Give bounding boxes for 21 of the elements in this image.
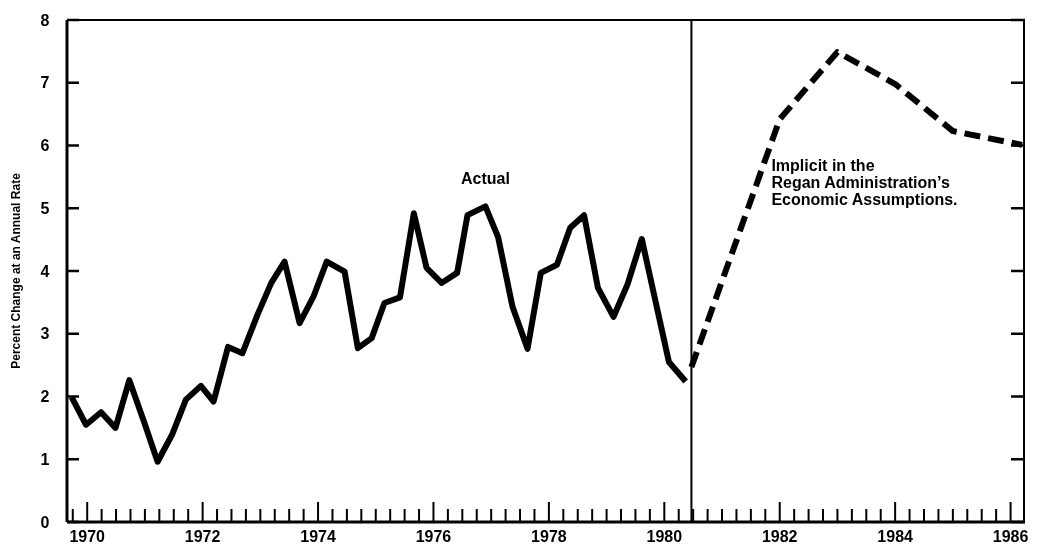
annotation: Actual: [460, 170, 510, 188]
y-tick-label: 1: [40, 450, 50, 468]
x-tick-label: 1978: [531, 528, 567, 545]
y-tick-label: 0: [40, 513, 50, 531]
y-tick-label: 7: [40, 74, 50, 92]
y-tick-label: 5: [40, 199, 50, 217]
x-tick-label: 1974: [300, 528, 336, 545]
x-tick-label: 1984: [877, 528, 914, 545]
x-tick-label: 1980: [646, 528, 683, 545]
x-tick-label: 1976: [415, 528, 452, 545]
x-tick-label: 1986: [992, 528, 1029, 545]
x-tick-label: 1982: [761, 528, 798, 545]
y-tick-label: 3: [40, 325, 50, 343]
y-tick-label: 2: [40, 388, 50, 406]
y-tick-label: 4: [40, 262, 50, 280]
y-tick-label: 6: [40, 137, 50, 155]
x-tick-label: 1970: [69, 528, 106, 545]
x-tick-label: 1972: [184, 528, 221, 545]
y-axis-title: Percent Change at an Annual Rate: [9, 172, 23, 369]
y-tick-label: 8: [40, 11, 50, 29]
annotation: Implicit in the Regan Administration’s Economic Assumptions.: [771, 156, 958, 208]
